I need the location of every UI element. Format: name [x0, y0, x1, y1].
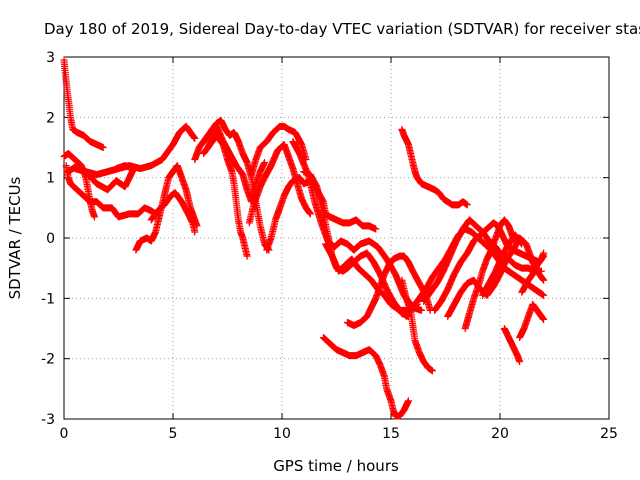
- data-point: [540, 249, 548, 257]
- x-tick-label: 25: [600, 426, 618, 442]
- data-point: [540, 315, 548, 323]
- series-arc-12: [245, 140, 314, 227]
- axis-ticks: 0 5 10 15 20 25 -3 -2 -1 0 1 2 3: [41, 50, 618, 442]
- data-point: [540, 276, 548, 284]
- series-arc-14: [300, 168, 412, 320]
- series-arc-28: [516, 300, 548, 342]
- series-arc-18: [319, 334, 412, 420]
- series-arc-10: [204, 122, 269, 206]
- data-point: [261, 159, 269, 167]
- series-arc-2: [62, 162, 160, 221]
- grid: [64, 57, 609, 419]
- y-tick-label: 0: [46, 231, 55, 247]
- data-point: [306, 210, 314, 218]
- y-tick-label: -1: [41, 291, 55, 307]
- data-point: [91, 213, 99, 221]
- data-point: [538, 275, 546, 283]
- data-point: [191, 134, 199, 142]
- series-arc-17: [343, 252, 434, 329]
- data-point: [99, 144, 107, 151]
- x-tick-label: 10: [273, 426, 291, 442]
- series-arc-6: [132, 162, 201, 254]
- data-point: [243, 252, 251, 260]
- y-axis-label: SDTVAR / TECUs: [6, 176, 24, 299]
- series-arc-11: [247, 122, 310, 179]
- data-point: [372, 225, 380, 233]
- series-arc-5: [64, 162, 138, 194]
- data-point: [404, 397, 412, 405]
- series-arc-25: [461, 216, 517, 332]
- data-point: [539, 275, 547, 283]
- data-point: [540, 291, 548, 299]
- data-marks: [60, 56, 548, 420]
- series-arc-26: [479, 231, 526, 299]
- chart-title: Day 180 of 2019, Sidereal Day-to-day VTE…: [44, 20, 640, 38]
- series-arc-1: [60, 56, 107, 151]
- data-point: [463, 201, 471, 209]
- x-tick-label: 15: [382, 426, 400, 442]
- x-tick-label: 5: [169, 426, 178, 442]
- series-arc-19: [398, 125, 471, 209]
- series-arc-7: [147, 189, 199, 236]
- y-tick-label: 2: [46, 110, 55, 126]
- x-tick-label: 20: [491, 426, 509, 442]
- y-tick-label: -2: [41, 352, 55, 368]
- y-tick-label: 3: [46, 50, 55, 66]
- series-arc-3: [60, 150, 99, 221]
- data-point: [191, 228, 199, 236]
- data-point: [516, 358, 524, 366]
- data-point: [418, 306, 426, 314]
- data-point: [518, 240, 526, 248]
- x-tick-label: 0: [60, 426, 69, 442]
- x-axis-label: GPS time / hours: [273, 457, 399, 475]
- data-point: [428, 367, 436, 375]
- series-arc-27: [500, 325, 524, 366]
- series-arc-29: [518, 249, 548, 296]
- y-tick-label: 1: [46, 171, 55, 187]
- data-point: [112, 165, 120, 173]
- y-tick-label: -3: [41, 412, 55, 428]
